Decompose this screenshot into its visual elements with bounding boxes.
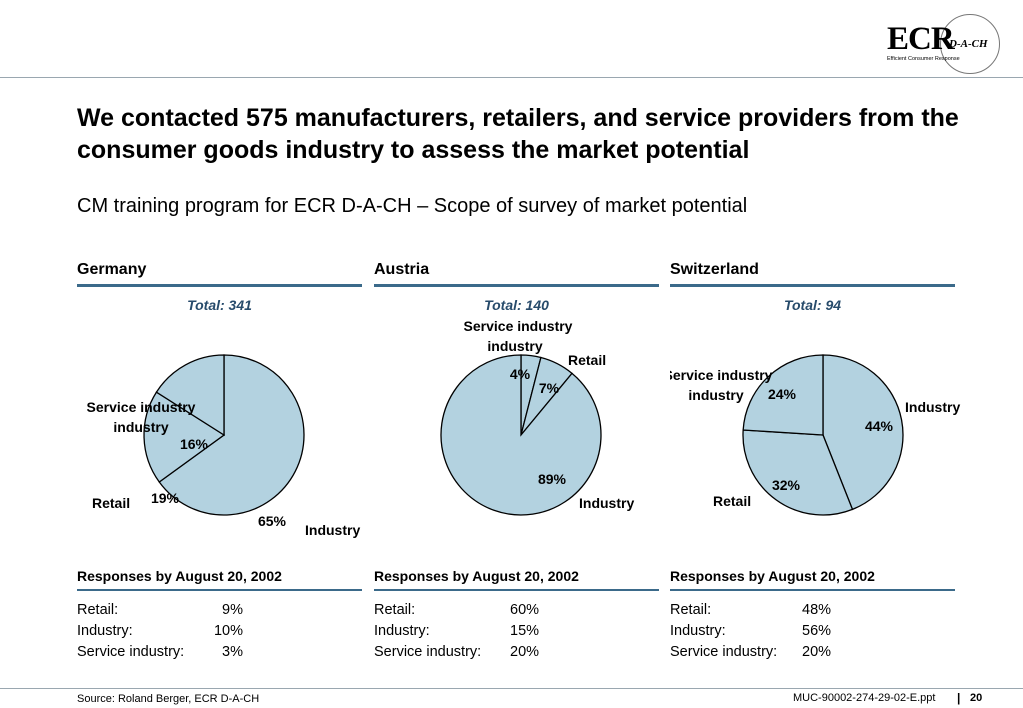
- response-label: Service industry:: [374, 644, 482, 660]
- pie-slice-service-industry: [155, 354, 225, 437]
- file-reference: MUC-90002-274-29-02-E.ppt: [793, 692, 936, 704]
- pie-chart-germany: Service industry industry Retail Industr…: [87, 354, 360, 538]
- responses-rule: [670, 589, 955, 591]
- country-panel-germany: Germany Total: 341 Service industry indu…: [77, 258, 365, 660]
- country-rule: [77, 284, 362, 287]
- response-label: Industry:: [670, 623, 726, 639]
- pie-slice-industry: [440, 354, 602, 516]
- response-value: 3%: [222, 644, 243, 660]
- pie-value-label: 19%: [151, 490, 180, 506]
- total-label: Total: 341: [187, 297, 252, 313]
- pie-value-label: 65%: [258, 513, 287, 529]
- slide-title: We contacted 575 manufacturers, retailer…: [77, 104, 959, 164]
- pie-category-label: industry: [688, 387, 743, 403]
- header-divider: [0, 77, 1023, 78]
- responses-title: Responses by August 20, 2002: [374, 568, 579, 584]
- pie-slice-retail: [742, 429, 854, 516]
- response-value: 10%: [213, 623, 243, 639]
- logo-wordmark: ECR: [887, 21, 955, 57]
- pie-value-label: 16%: [180, 436, 209, 452]
- pie-slice-industry: [822, 354, 904, 511]
- responses-title: Responses by August 20, 2002: [670, 568, 875, 584]
- response-value: 20%: [510, 644, 540, 660]
- country-rule: [670, 284, 955, 287]
- pie-value-label: 44%: [865, 418, 894, 434]
- responses-rule: [77, 589, 362, 591]
- response-value: 60%: [510, 602, 540, 618]
- pie-value-label: 32%: [772, 477, 801, 493]
- country-panel-austria: Austria Total: 140 Service industry indu…: [374, 258, 662, 660]
- pie-category-label: Industry: [905, 399, 960, 415]
- response-label: Industry:: [374, 623, 430, 639]
- pie-category-label: Service industry: [464, 318, 573, 334]
- footer-divider: [0, 688, 1023, 689]
- pie-category-label: Industry: [579, 495, 634, 511]
- response-value: 15%: [510, 623, 540, 639]
- response-label: Industry:: [77, 623, 133, 639]
- responses-title: Responses by August 20, 2002: [77, 568, 282, 584]
- pie-slice-retail: [143, 391, 226, 483]
- page-number: 20: [970, 692, 983, 704]
- response-label: Retail:: [374, 602, 416, 618]
- pie-category-label: industry: [487, 338, 542, 354]
- pie-category-label: Retail: [568, 352, 606, 368]
- pie-category-label: Retail: [713, 493, 751, 509]
- response-label: Service industry:: [77, 644, 185, 660]
- source-note: Source: Roland Berger, ECR D-A-CH: [77, 693, 260, 705]
- pie-slice-industry: [158, 354, 305, 516]
- total-label: Total: 140: [484, 297, 549, 313]
- footer-separator: |: [957, 691, 961, 705]
- pie-category-label: Service industry: [670, 367, 773, 383]
- pie-value-label: 7%: [539, 380, 560, 396]
- slide-subtitle: CM training program for ECR D-A-CH – Sco…: [77, 195, 748, 217]
- response-value: 56%: [802, 623, 832, 639]
- country-panel-switzerland: Switzerland Total: 94 Service industry i…: [670, 258, 960, 660]
- response-value: 48%: [802, 602, 832, 618]
- total-label: Total: 94: [783, 297, 842, 313]
- pie-value-label: 89%: [538, 471, 567, 487]
- ecr-logo: ECR D-A-CH Efficient Consumer Response: [882, 14, 1002, 74]
- country-title: Switzerland: [670, 261, 759, 278]
- country-title: Austria: [374, 261, 430, 278]
- responses-rule: [374, 589, 659, 591]
- pie-value-label: 4%: [510, 366, 531, 382]
- response-label: Retail:: [77, 602, 119, 618]
- logo-suffix: D-A-CH: [949, 38, 988, 50]
- pie-category-label: Industry: [305, 522, 360, 538]
- pie-chart-switzerland: Service industry industry Industry Retai…: [670, 354, 960, 516]
- pie-category-label: industry: [113, 419, 168, 435]
- country-title: Germany: [77, 261, 147, 278]
- logo-circle: [940, 14, 1000, 74]
- pie-slice-service-industry: [742, 354, 824, 436]
- pie-category-label: Retail: [92, 495, 130, 511]
- response-label: Service industry:: [670, 644, 778, 660]
- country-rule: [374, 284, 659, 287]
- response-value: 20%: [802, 644, 832, 660]
- pie-chart-austria: Service industry industry Retail Industr…: [440, 318, 634, 516]
- pie-category-label: Service industry: [87, 399, 196, 415]
- response-value: 9%: [222, 602, 243, 618]
- pie-value-label: 24%: [768, 386, 797, 402]
- logo-tagline: Efficient Consumer Response: [887, 56, 960, 62]
- response-label: Retail:: [670, 602, 712, 618]
